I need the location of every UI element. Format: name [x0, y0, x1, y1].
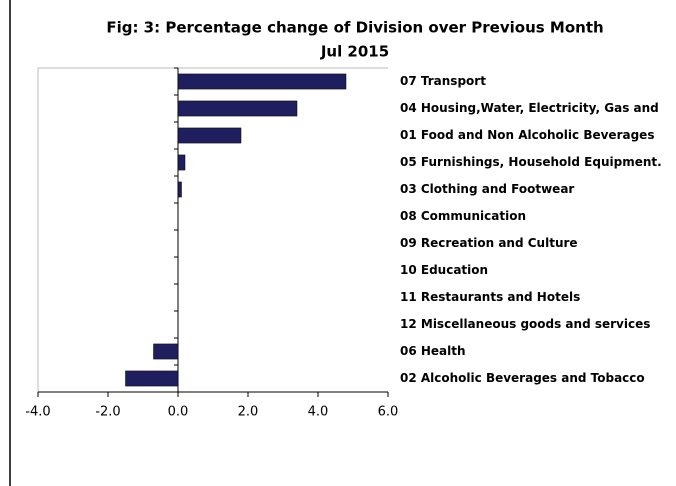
category-label: 04 Housing,Water, Electricity, Gas and [400, 101, 659, 115]
category-label: 01 Food and Non Alcoholic Beverages [400, 128, 654, 142]
bar [177, 73, 347, 90]
category-label: 11 Restaurants and Hotels [400, 290, 580, 304]
x-tick-label: 2.0 [238, 405, 259, 420]
bar [125, 370, 179, 387]
bar [177, 181, 182, 198]
bar [177, 154, 186, 171]
category-label: 02 Alcoholic Beverages and Tobacco [400, 371, 645, 385]
category-label: 05 Furnishings, Household Equipment. [400, 155, 662, 169]
category-label: 12 Miscellaneous goods and services [400, 317, 650, 331]
bar [153, 343, 179, 360]
bar [177, 127, 242, 144]
chart-title: Fig: 3: Percentage change of Division ov… [106, 19, 603, 37]
x-tick-label: 6.0 [378, 405, 399, 420]
category-label: 10 Education [400, 263, 488, 277]
category-label: 09 Recreation and Culture [400, 236, 578, 250]
category-label: 08 Communication [400, 209, 526, 223]
chart-subtitle: Jul 2015 [320, 43, 389, 61]
category-label: 07 Transport [400, 74, 486, 88]
category-label: 06 Health [400, 344, 466, 358]
x-tick-label: 0.0 [168, 405, 189, 420]
bar [177, 100, 298, 117]
x-tick-label: -4.0 [25, 405, 50, 420]
category-label: 03 Clothing and Footwear [400, 182, 574, 196]
x-tick-label: 4.0 [308, 405, 329, 420]
x-tick-label: -2.0 [95, 405, 120, 420]
